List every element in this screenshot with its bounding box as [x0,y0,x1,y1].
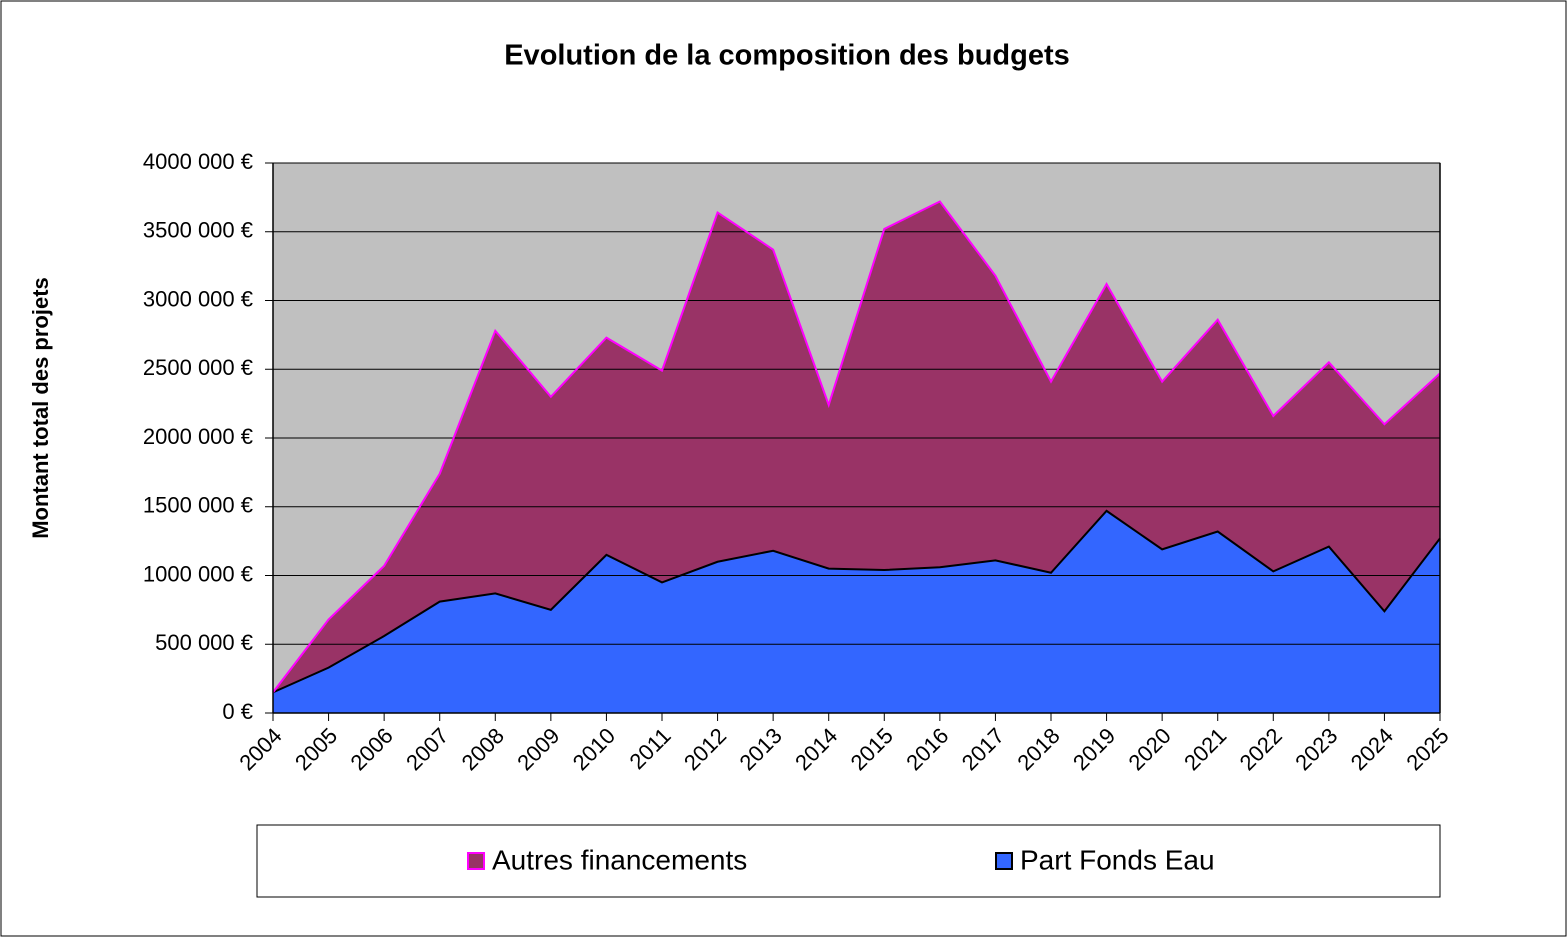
y-tick-label: 3500 000 € [143,218,253,243]
y-tick-label: 1500 000 € [143,493,253,518]
y-tick-label: 4000 000 € [143,149,253,174]
area-fill [273,201,1440,693]
y-axis-label: Montant total des projets [28,277,53,539]
area-fill [273,510,1440,713]
chart-title: Evolution de la composition des budgets [504,40,1070,72]
y-tick-label: 2000 000 € [143,424,253,449]
area-edge [272,509,1441,694]
y-tick-label: 0 € [222,699,253,724]
y-tick-label: 500 000 € [155,630,253,655]
y-tick-label: 3000 000 € [143,286,253,311]
area-edge [272,200,1441,693]
legend-label: Autres financements [492,844,747,875]
legend-box [256,824,1441,898]
legend-swatch [467,852,485,870]
legend-swatch [995,852,1013,870]
y-tick-label: 2500 000 € [143,355,253,380]
legend-label: Part Fonds Eau [1020,844,1215,875]
y-tick-label: 1000 000 € [143,561,253,586]
